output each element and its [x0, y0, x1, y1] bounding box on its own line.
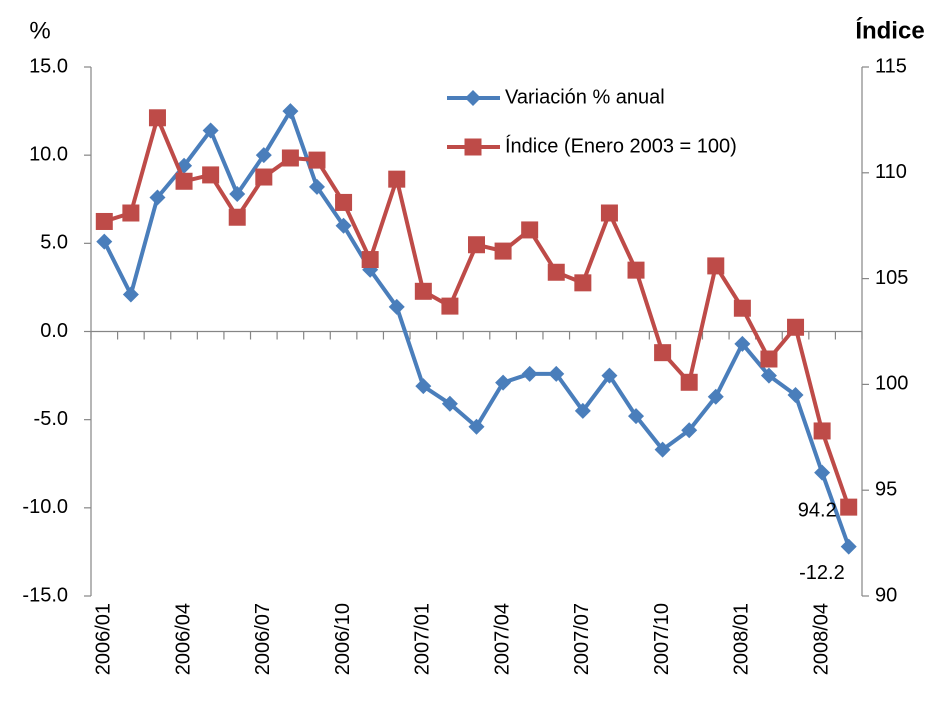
- marker: [95, 212, 113, 230]
- marker: [308, 178, 325, 195]
- marker: [681, 422, 698, 439]
- marker: [601, 367, 618, 384]
- y2-tick-label: 115: [875, 55, 907, 77]
- marker: [255, 147, 272, 164]
- y2-tick-label: 105: [875, 267, 908, 289]
- y-tick-label: -15.0: [22, 584, 68, 606]
- marker: [465, 90, 481, 106]
- y2-tick-label: 110: [875, 161, 907, 183]
- marker: [547, 263, 565, 281]
- y2-tick-label: 90: [875, 584, 897, 606]
- marker: [680, 373, 698, 391]
- marker: [255, 168, 273, 186]
- y-tick-label: 10.0: [29, 143, 68, 165]
- x-tick-label: 2006/01: [93, 603, 115, 675]
- marker: [840, 498, 858, 516]
- y-tick-label: -10.0: [22, 496, 68, 518]
- x-tick-label: 2006/10: [332, 603, 354, 675]
- marker: [148, 109, 166, 127]
- y-tick-label: -5.0: [34, 408, 68, 430]
- marker: [202, 166, 220, 184]
- legend-item: Variación % anual: [447, 86, 665, 108]
- x-tick-label: 2006/07: [252, 603, 274, 675]
- marker: [840, 538, 857, 555]
- marker: [733, 299, 751, 317]
- marker: [574, 274, 592, 292]
- marker: [628, 408, 645, 425]
- marker: [707, 257, 725, 275]
- marker: [388, 298, 405, 315]
- legend-item: Índice (Enero 2003 = 100): [447, 134, 737, 157]
- y2-tick-label: 100: [875, 373, 908, 395]
- marker: [654, 344, 672, 362]
- marker: [96, 233, 113, 250]
- marker: [548, 365, 565, 382]
- marker: [228, 208, 246, 226]
- marker: [149, 189, 166, 206]
- legend-label: Variación % anual: [505, 86, 665, 108]
- marker: [122, 286, 139, 303]
- marker: [654, 441, 671, 458]
- marker: [415, 378, 432, 395]
- x-tick-label: 2007/10: [651, 603, 673, 675]
- marker: [388, 170, 406, 188]
- marker: [464, 138, 482, 156]
- x-tick-label: 2006/04: [172, 603, 194, 675]
- marker: [281, 149, 299, 167]
- marker: [760, 367, 777, 384]
- marker: [734, 335, 751, 352]
- marker: [787, 386, 804, 403]
- marker: [521, 221, 539, 239]
- y-tick-label: 15.0: [29, 55, 68, 77]
- legend-label: Índice (Enero 2003 = 100): [505, 134, 737, 157]
- marker: [335, 193, 353, 211]
- marker: [175, 172, 193, 190]
- marker: [282, 103, 299, 120]
- x-tick-label: 2008/01: [731, 603, 753, 675]
- marker: [813, 422, 831, 440]
- marker: [468, 236, 485, 254]
- marker: [814, 464, 831, 481]
- x-tick-label: 2007/01: [412, 603, 434, 675]
- marker: [308, 151, 326, 169]
- marker: [787, 318, 805, 336]
- marker: [627, 261, 645, 279]
- data-label: 94.2: [798, 499, 837, 521]
- x-tick-label: 2007/07: [571, 603, 593, 675]
- marker: [495, 374, 512, 391]
- marker: [202, 122, 219, 139]
- x-tick-label: 2007/04: [491, 603, 513, 675]
- marker: [229, 185, 246, 202]
- marker: [361, 251, 379, 269]
- y2-axis-title: Índice: [855, 16, 924, 44]
- marker: [600, 204, 618, 222]
- y-tick-label: 0.0: [40, 320, 68, 342]
- marker: [574, 402, 591, 419]
- y-axis-title: %: [29, 17, 50, 44]
- marker: [414, 282, 432, 300]
- marker: [494, 242, 512, 260]
- marker: [760, 350, 778, 368]
- x-tick-label: 2008/04: [810, 603, 832, 675]
- marker: [707, 388, 724, 405]
- marker: [521, 365, 538, 382]
- y2-tick-label: 95: [875, 478, 897, 500]
- marker: [122, 204, 140, 222]
- y-tick-label: 5.0: [40, 232, 68, 254]
- marker: [441, 297, 459, 315]
- marker: [335, 217, 352, 234]
- marker: [468, 418, 485, 435]
- data-label: -12.2: [799, 562, 845, 584]
- marker: [441, 395, 458, 412]
